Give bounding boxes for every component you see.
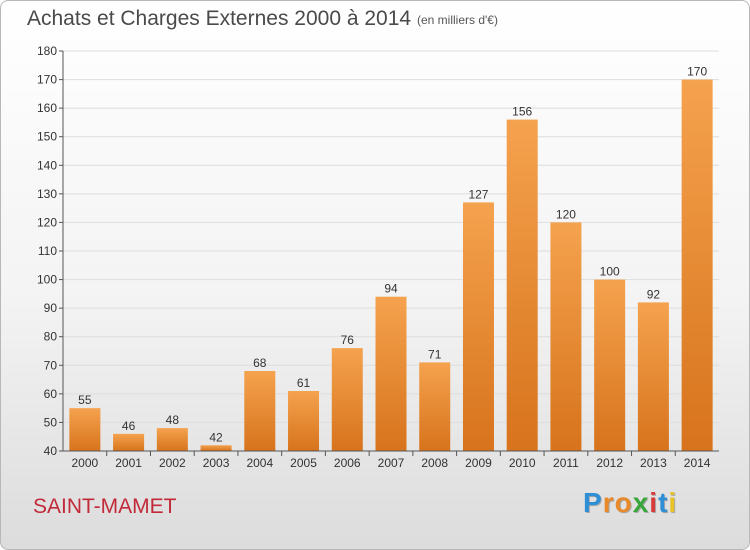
bar-2011 <box>550 222 582 451</box>
y-tick-label: 180 <box>37 44 57 58</box>
y-tick-label: 170 <box>37 73 57 87</box>
logo-letter: r <box>602 487 615 518</box>
bar-2003 <box>200 445 232 451</box>
y-tick-label: 80 <box>44 330 58 344</box>
y-tick-label: 130 <box>37 187 57 201</box>
x-tick-label: 2002 <box>159 456 186 470</box>
bar-2009 <box>462 202 494 451</box>
y-tick-label: 60 <box>44 387 58 401</box>
x-tick-label: 2013 <box>640 456 667 470</box>
data-labels: 55 46 48 42 68 61 76 94 71 127 156 120 100 92 170 <box>78 65 707 445</box>
x-tick-label: 2006 <box>334 456 361 470</box>
data-label: 55 <box>78 393 92 407</box>
logo-letter: i <box>668 487 678 518</box>
bar-2012 <box>594 279 626 451</box>
logo-letter: t <box>658 487 669 518</box>
bar-2004 <box>244 371 276 451</box>
y-tick-label: 100 <box>37 273 57 287</box>
y-tick-label: 70 <box>44 358 58 372</box>
x-tick-label: 2009 <box>465 456 492 470</box>
place-name: SAINT-MAMET <box>33 495 177 518</box>
axes <box>62 51 719 452</box>
y-tick-label: 120 <box>37 215 57 229</box>
data-label: 71 <box>428 347 442 361</box>
x-tick-label: 2007 <box>378 456 405 470</box>
x-tick-label: 2001 <box>115 456 142 470</box>
data-label: 46 <box>122 419 136 433</box>
y-tick-label: 110 <box>38 244 57 258</box>
x-tick-label: 2014 <box>684 456 711 470</box>
proxiti-logo: Proxiti <box>583 487 677 519</box>
data-label: 127 <box>468 187 488 201</box>
bar-2006 <box>331 348 363 451</box>
logo-letter: x <box>632 487 650 518</box>
bar-2013 <box>637 302 669 451</box>
data-label: 120 <box>556 207 576 221</box>
y-tick-label: 50 <box>44 415 58 429</box>
x-tick-label: 2008 <box>421 456 448 470</box>
chart-title: Achats et Charges Externes 2000 à 2014 <box>27 7 412 30</box>
chart-unit: (en milliers d'€) <box>417 13 498 27</box>
y-tick-label: 160 <box>37 101 57 115</box>
logo-letter: o <box>614 487 633 518</box>
x-tick-label: 2011 <box>553 456 579 470</box>
y-tick-label: 140 <box>37 158 57 172</box>
data-label: 61 <box>297 376 311 390</box>
y-tick-label: 90 <box>44 301 58 315</box>
bar-2002 <box>156 428 188 451</box>
y-tick-label: 40 <box>44 444 58 458</box>
x-tick-label: 2012 <box>596 456 623 470</box>
logo-letter: P <box>583 487 603 518</box>
x-tick-label: 2003 <box>203 456 230 470</box>
data-label: 170 <box>687 65 707 79</box>
x-tick-label: 2010 <box>509 456 536 470</box>
x-tick-label: 2000 <box>72 456 99 470</box>
data-label: 76 <box>341 333 355 347</box>
data-label: 92 <box>647 287 661 301</box>
bar-2007 <box>375 296 407 451</box>
data-label: 48 <box>166 413 180 427</box>
bar-2014 <box>681 79 713 452</box>
bar-2001 <box>113 433 145 451</box>
data-label: 156 <box>512 105 532 119</box>
y-axis-ticks: 40 50 60 70 80 90 100 110 120 130 140 150 160 170 180 <box>37 44 63 458</box>
x-tick-label: 2004 <box>246 456 273 470</box>
y-tick-label: 150 <box>37 130 57 144</box>
data-label: 100 <box>600 265 620 279</box>
data-label: 94 <box>384 282 398 296</box>
bar-2000 <box>69 408 101 451</box>
bar-2005 <box>288 391 320 451</box>
bar-2008 <box>419 362 451 451</box>
bars <box>69 79 713 452</box>
data-label: 68 <box>253 356 267 370</box>
x-axis-ticks: 2000 2001 2002 2003 2004 2005 2006 2007 2008 2009… <box>72 451 711 470</box>
x-tick-label: 2005 <box>290 456 317 470</box>
data-label: 42 <box>209 430 223 444</box>
bar-2010 <box>506 119 538 452</box>
logo-letter: i <box>649 487 659 518</box>
